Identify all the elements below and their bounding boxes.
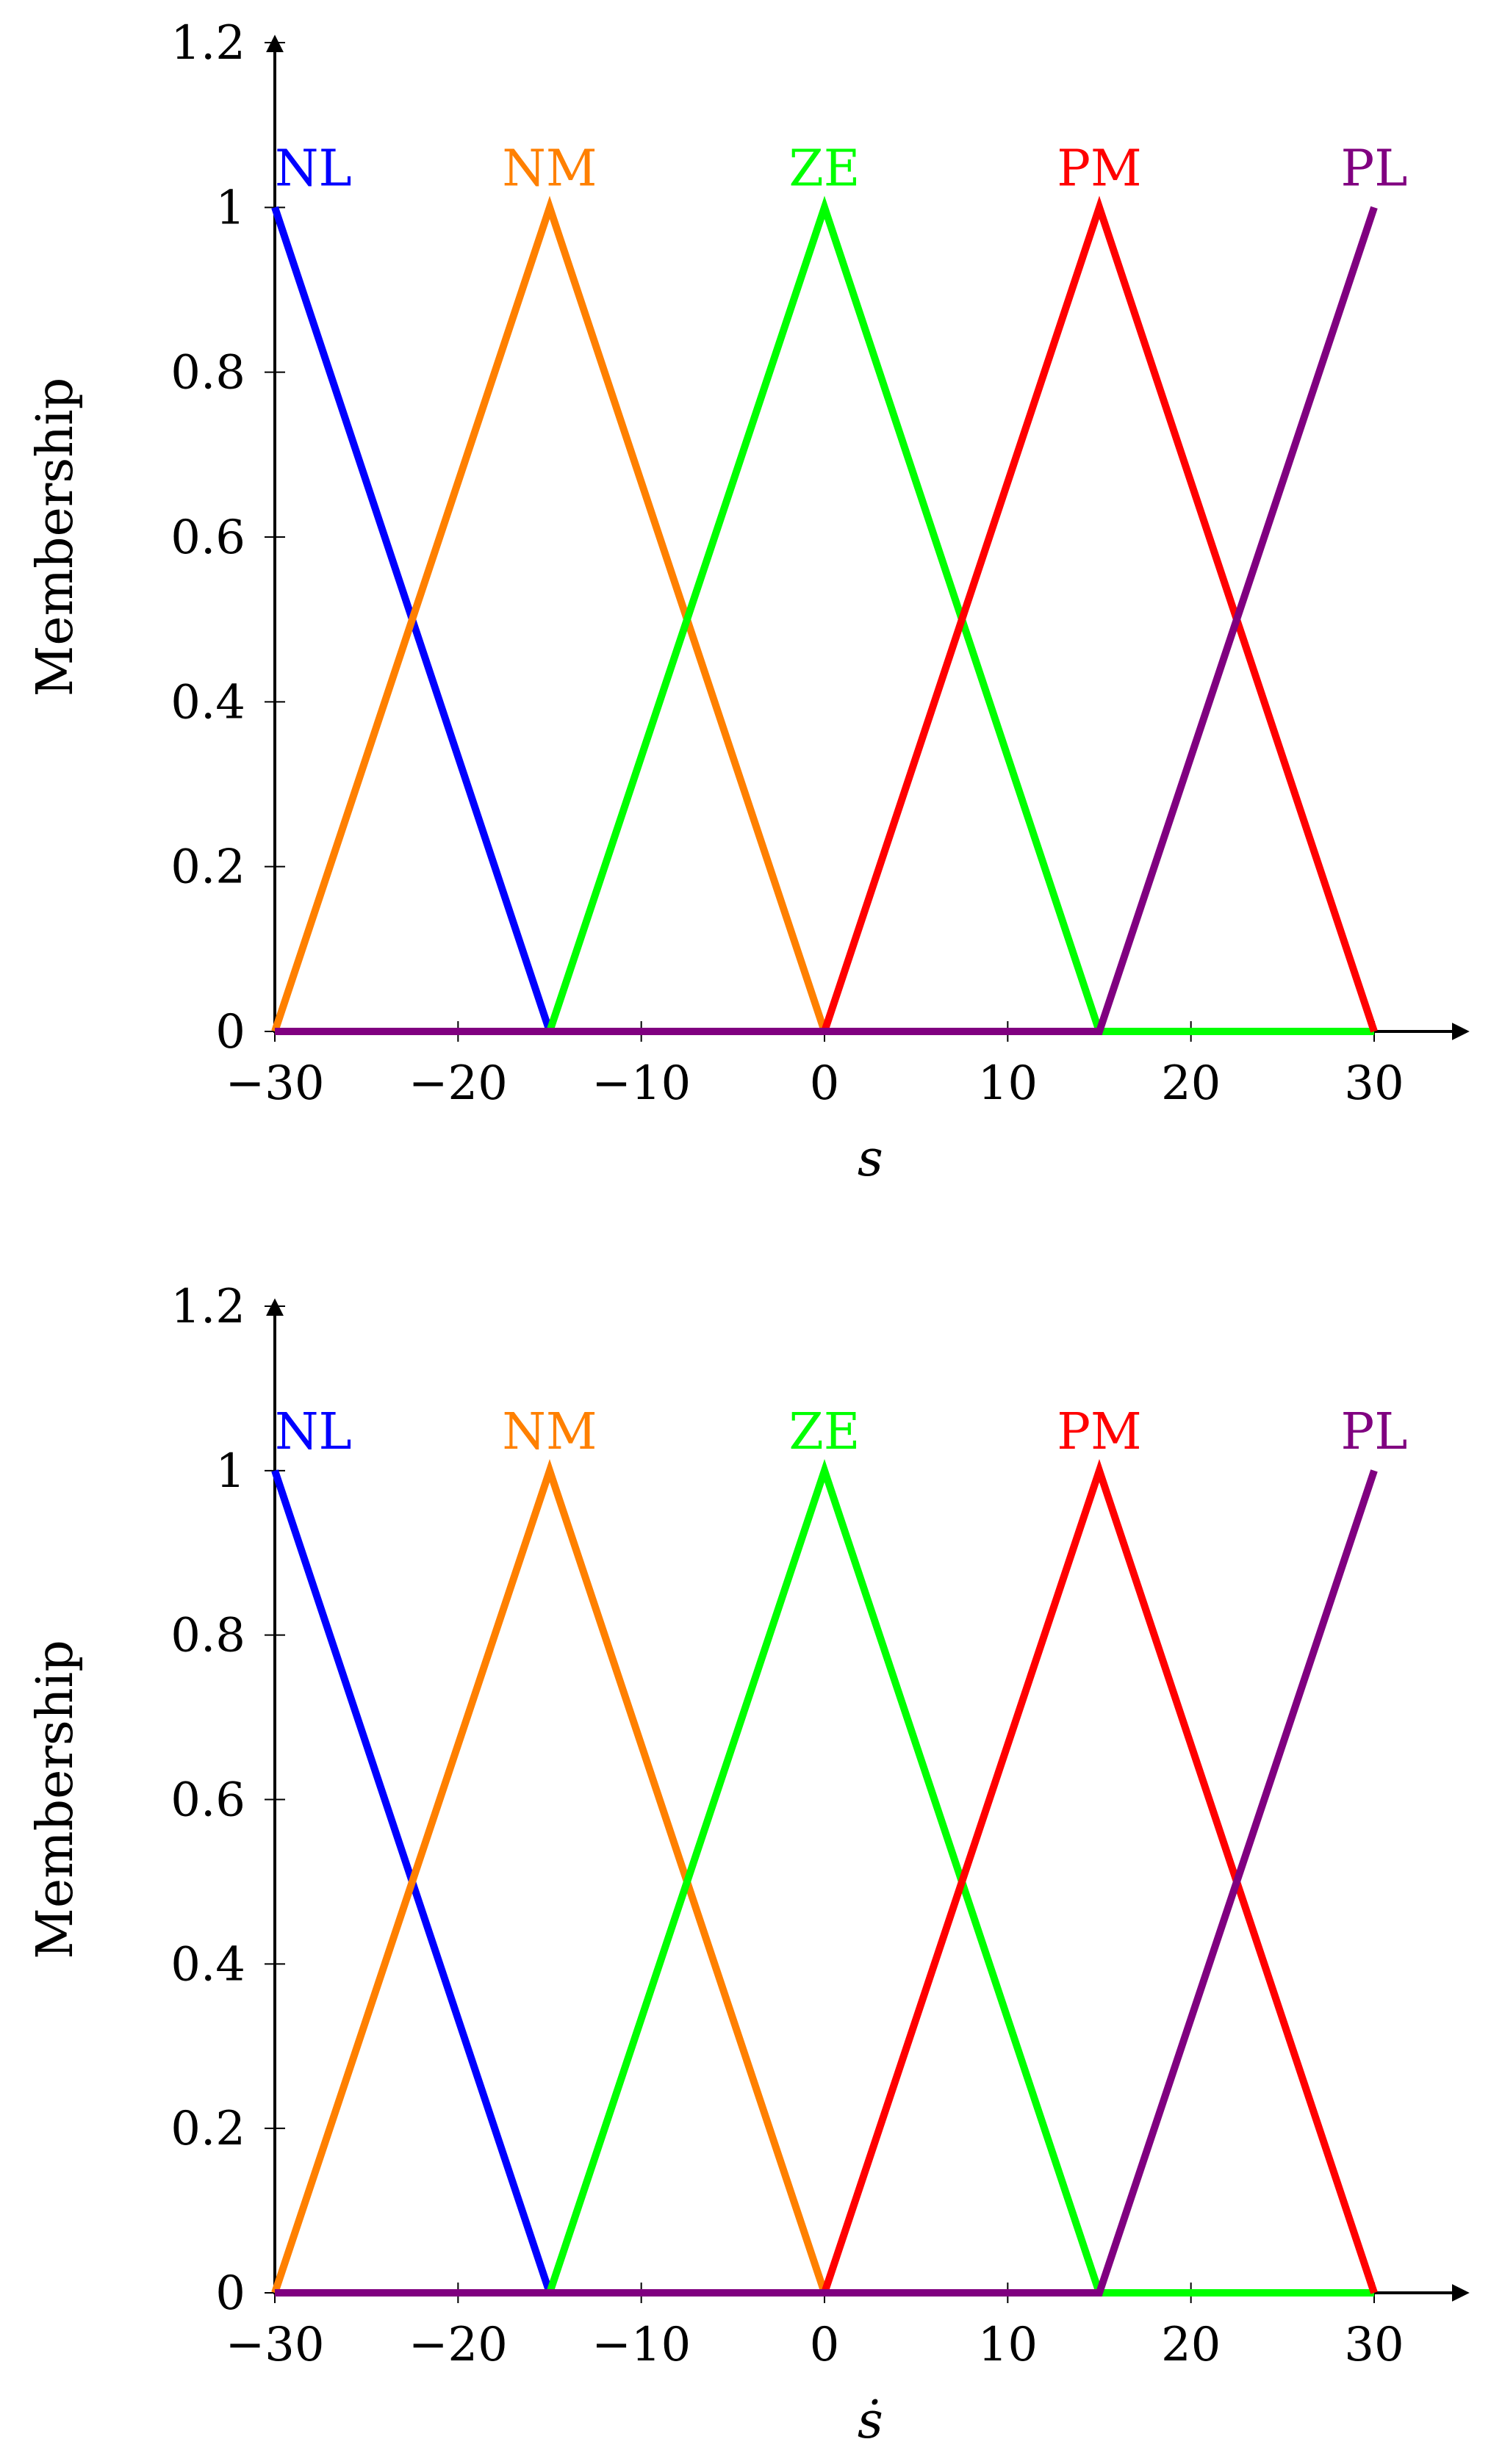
series-line-nl [271, 206, 1374, 1035]
y-tick-label: 0 [215, 1005, 245, 1059]
x-axis-title: ṡ [858, 2392, 883, 2450]
y-tick-label: 0.8 [170, 1609, 245, 1663]
y-axis-title: Membership [26, 378, 85, 697]
series-line-ze [275, 1459, 1374, 2297]
y-tick-label: 0 [215, 2266, 245, 2321]
y-tick-label: 1.2 [170, 1280, 245, 1334]
series-label-pl: PL [1341, 1403, 1408, 1461]
series-line-pl [275, 206, 1378, 1035]
chart-panel-2: −30 −20 −10 0 10 20 30 0 0.2 0.4 0.6 0.8 1 1.2 Members… [26, 1280, 1470, 2450]
y-tick-label: 0.2 [170, 2102, 245, 2156]
chart-panel-1: −30 −20 −10 0 10 20 30 0 0.2 0.4 0.6 0.8 1 1.2 Members… [26, 16, 1470, 1188]
y-tick-label: 0.6 [170, 1773, 245, 1828]
series-label-nm: NM [502, 140, 597, 198]
x-tick-label: −30 [225, 1056, 324, 1111]
series-label-nm: NM [502, 1403, 597, 1461]
x-tick-label: −20 [409, 1056, 508, 1111]
x-tick-label: 0 [810, 1056, 840, 1111]
x-tick-label: 10 [978, 1056, 1038, 1111]
y-axis-title: Membership [26, 1640, 85, 1959]
y-tick-label: 1 [215, 181, 245, 235]
y-tick-label: 0.8 [170, 346, 245, 400]
x-tick-label: −30 [225, 2318, 324, 2372]
series-label-pl: PL [1341, 140, 1408, 198]
series-line-pl [275, 1469, 1378, 2297]
series-label-ze: ZE [789, 1403, 861, 1461]
x-axis-title: s [858, 1130, 883, 1188]
series-label-nl: NL [275, 1403, 352, 1461]
x-tick-label: 0 [810, 2318, 840, 2372]
series-line-nm [271, 195, 1374, 1035]
series-label-pm: PM [1057, 140, 1141, 198]
series-label-pm: PM [1057, 1403, 1141, 1461]
series-line-ze [275, 195, 1374, 1035]
x-tick-label: 10 [978, 2318, 1038, 2372]
y-tick-label: 1 [215, 1444, 245, 1499]
y-tick-label: 0.6 [170, 511, 245, 565]
y-tick-label: 1.2 [170, 16, 245, 71]
series-line-nm [271, 1459, 1374, 2297]
y-tick-label: 0.4 [170, 675, 245, 730]
x-tick-label: 20 [1161, 1056, 1221, 1111]
y-tick-label: 0.4 [170, 1937, 245, 1992]
x-tick-label: −10 [592, 2318, 691, 2372]
x-tick-label: 20 [1161, 2318, 1221, 2372]
series-label-ze: ZE [789, 140, 861, 198]
y-tick-label: 0.2 [170, 840, 245, 895]
x-tick-label: −10 [592, 1056, 691, 1111]
x-tick-label: −20 [409, 2318, 508, 2372]
x-tick-label: 30 [1344, 2318, 1404, 2372]
x-tick-label: 30 [1344, 1056, 1404, 1111]
series-line-nl [271, 1469, 1374, 2297]
series-line-pm [275, 1459, 1378, 2297]
series-label-nl: NL [275, 140, 352, 198]
series-line-pm [275, 195, 1378, 1035]
